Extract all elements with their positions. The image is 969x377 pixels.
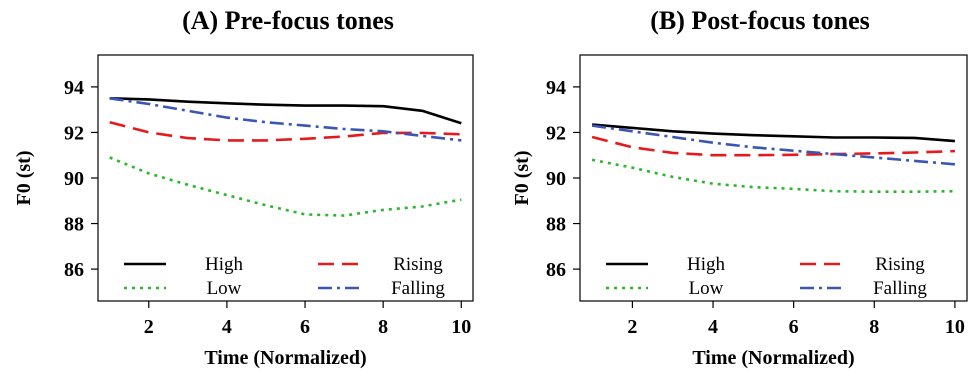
series-line-low — [109, 156, 462, 217]
legend-label-low: Low — [207, 278, 242, 299]
chart-title: (B) Post-focus tones — [650, 6, 870, 35]
chart-panel-1: (A) Pre-focus tones 2 4 6 8 10 86 88 90 92 94 Time … — [13, 6, 474, 369]
x-axis-label: Time (Normalized) — [204, 347, 366, 369]
y-tick-label: 94 — [546, 77, 566, 99]
chart-title: (A) Pre-focus tones — [182, 6, 394, 35]
x-tick-label: 8 — [378, 316, 388, 338]
y-tick-label: 92 — [546, 122, 566, 144]
x-tick-label: 2 — [627, 316, 637, 338]
series-line-rising — [591, 135, 955, 157]
series-line-high — [109, 97, 462, 125]
series-line-falling — [591, 124, 956, 166]
x-tick-label: 10 — [451, 316, 471, 338]
y-tick-label: 86 — [546, 259, 566, 281]
x-tick-label: 10 — [945, 316, 965, 338]
x-tick-label: 8 — [869, 316, 879, 338]
chart-panel-2: (B) Post-focus tones 2 4 6 8 10 86 88 90 92 94 Time… — [511, 6, 968, 369]
y-tick-label: 88 — [64, 214, 84, 236]
y-axis-label: F0 (st) — [13, 151, 35, 206]
y-tick-label: 94 — [64, 77, 84, 99]
legend-label-rising: Rising — [393, 254, 443, 275]
y-tick-label: 90 — [546, 168, 566, 190]
x-tick-label: 4 — [708, 316, 718, 338]
y-tick-label: 90 — [64, 168, 84, 190]
x-tick-label: 6 — [789, 316, 799, 338]
y-tick-label: 86 — [64, 259, 84, 281]
series-line-high — [591, 123, 956, 143]
legend-label-low: Low — [689, 278, 724, 299]
legend-label-high: High — [205, 254, 244, 275]
x-tick-label: 4 — [222, 316, 232, 338]
x-tick-label: 6 — [300, 316, 310, 338]
y-axis-label: F0 (st) — [511, 151, 533, 206]
y-tick-label: 92 — [64, 122, 84, 144]
x-axis-label: Time (Normalized) — [692, 347, 854, 369]
y-tick-label: 88 — [546, 214, 566, 236]
series-line-falling — [109, 97, 462, 142]
x-tick-label: 2 — [144, 316, 154, 338]
series-line-low — [591, 158, 955, 193]
series-line-rising — [109, 120, 462, 142]
legend-label-rising: Rising — [875, 254, 925, 275]
legend-label-falling: Falling — [873, 278, 927, 299]
legend-label-falling: Falling — [391, 278, 445, 299]
legend-label-high: High — [687, 254, 726, 275]
